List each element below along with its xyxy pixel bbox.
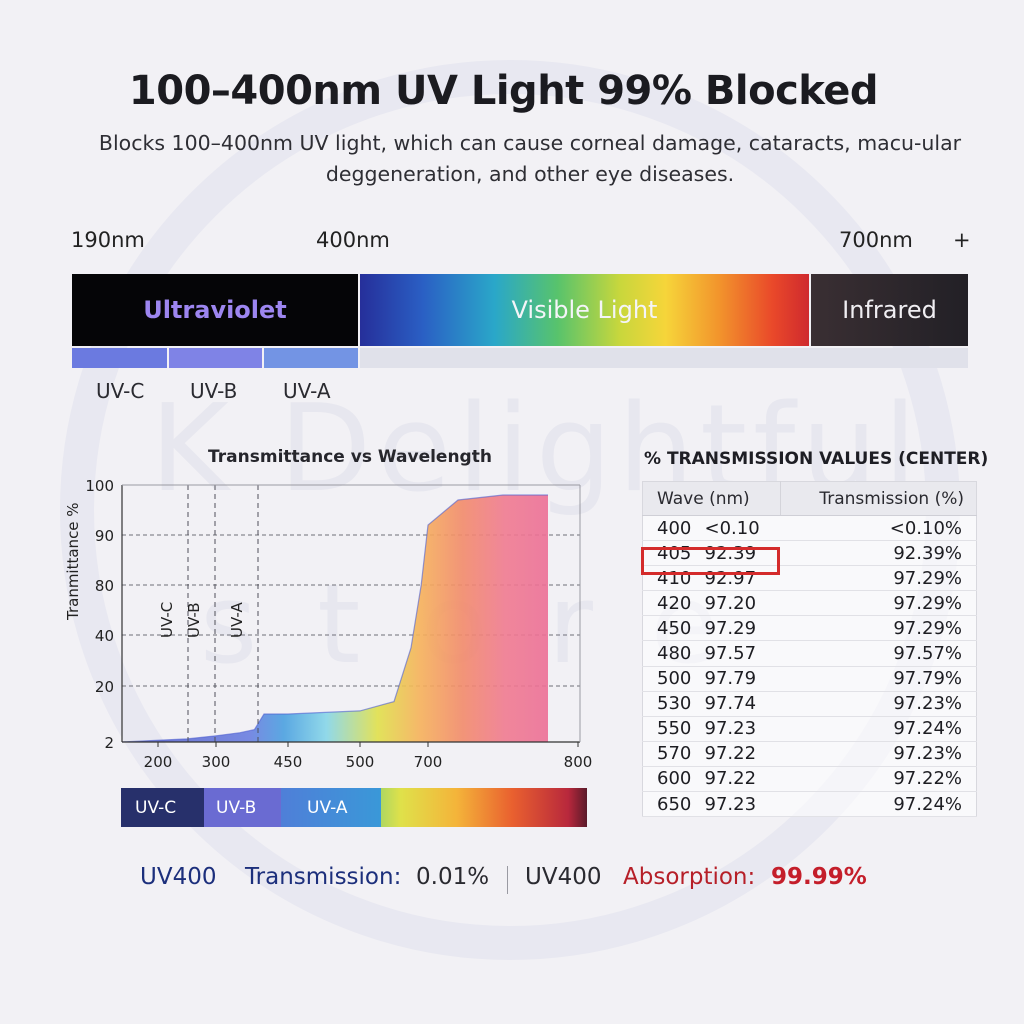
- table-cell-transmission: 97.24%: [780, 791, 977, 818]
- band-marker-label: UV-B: [185, 602, 203, 638]
- spectrum-segment-infrared: Infrared: [811, 274, 968, 346]
- table-cell-transmission: 97.29%: [780, 565, 977, 592]
- table-cell-wave: 400: [642, 515, 705, 542]
- table-row: 550 97.23 97.24%: [642, 716, 977, 742]
- table-cell-value: 97.20: [704, 590, 781, 617]
- y-tick-label: 2: [104, 734, 114, 752]
- color-band-uv-c: UV-C: [121, 788, 204, 827]
- table-row: 530 97.74 97.23%: [642, 691, 977, 717]
- footer-transmission-value: 0.01%: [416, 864, 490, 890]
- table-cell-value: 97.23: [704, 716, 781, 742]
- chart-title: Transmittance vs Wavelength: [208, 447, 492, 467]
- table-cell-transmission: 97.79%: [780, 666, 977, 692]
- table-row: 450 97.29 97.29%: [642, 615, 977, 642]
- table-row: 500 97.79 97.79%: [642, 666, 977, 692]
- table-cell-value: 97.22: [704, 741, 781, 767]
- table-cell-wave: 410: [642, 565, 705, 592]
- footer-divider: [507, 866, 508, 894]
- table-row: 570 97.22 97.23%: [642, 741, 977, 767]
- table-row: 600 97.22 97.22%: [642, 766, 977, 793]
- table-cell-wave: 530: [642, 691, 705, 717]
- table-title: % TRANSMISSION VALUES (CENTER): [644, 449, 989, 469]
- highlight-box: [641, 547, 780, 575]
- table-cell-wave: 600: [642, 766, 705, 793]
- table-cell-transmission: 97.23%: [780, 691, 977, 717]
- table-header-wave: Wave (nm): [642, 481, 781, 516]
- x-tick-label: 700: [414, 753, 443, 771]
- page-subtitle: Blocks 100–400nm UV light, which can cau…: [98, 131, 962, 186]
- scale-label-700: 700nm: [839, 228, 913, 252]
- subband-rest: [360, 348, 968, 368]
- y-tick-label: 80: [95, 577, 114, 595]
- table-row: 420 97.20 97.29%: [642, 590, 977, 617]
- x-tick-label: 800: [564, 753, 593, 771]
- table-header-row: Wave (nm) Transmission (%): [642, 481, 977, 516]
- uv-b-label: UV-B: [190, 379, 238, 403]
- footer-uv400-1: UV400: [140, 864, 217, 890]
- table-row: 650 97.23 97.24%: [642, 791, 977, 818]
- table-cell-value: 97.79: [704, 666, 781, 692]
- footer-absorption-value: 99.99%: [771, 864, 867, 890]
- table-cell-value: 97.23: [704, 791, 781, 818]
- subband-uv-b: [169, 348, 262, 368]
- spectrum-segment-visible: Visible Light: [360, 274, 809, 346]
- table-cell-wave: 550: [642, 716, 705, 742]
- uv-c-label: UV-C: [96, 379, 145, 403]
- footer-transmission-label: Transmission:: [245, 864, 402, 890]
- table-cell-value: <0.10: [704, 515, 781, 542]
- band-marker-label: UV-A: [228, 602, 246, 638]
- table-row: 400 <0.10 <0.10%: [642, 515, 977, 542]
- table-cell-value: 97.29: [704, 615, 781, 642]
- table-cell-value: 97.74: [704, 691, 781, 717]
- chart-y-axis-label: Tranmittance %: [64, 502, 82, 620]
- color-band-uv-b: UV-B: [204, 788, 281, 827]
- table-cell-wave: 420: [642, 590, 705, 617]
- table-cell-transmission: 97.29%: [780, 615, 977, 642]
- table-cell-wave: 450: [642, 615, 705, 642]
- footer-summary: UV400 Transmission: 0.01% UV400 Absorpti…: [0, 864, 1024, 898]
- table-cell-value: 97.22: [704, 766, 781, 793]
- chart-color-band: UV-C UV-B UV-A: [121, 788, 587, 827]
- x-tick-label: 500: [346, 753, 375, 771]
- table-cell-wave: 650: [642, 791, 705, 818]
- table-cell-transmission: 97.29%: [780, 590, 977, 617]
- footer-uv400-2: UV400: [525, 864, 602, 890]
- spectrum-bar: Ultraviolet Visible Light Infrared: [72, 274, 968, 346]
- scale-label-400: 400nm: [316, 228, 390, 252]
- footer-absorption-label: Absorption:: [623, 864, 756, 890]
- x-tick-label: 300: [202, 753, 231, 771]
- x-tick-label: 450: [274, 753, 303, 771]
- scale-label-190: 190nm: [71, 228, 145, 252]
- uv-a-label: UV-A: [283, 379, 331, 403]
- transmittance-area: [122, 495, 548, 742]
- color-band-uv-a: UV-A: [281, 788, 381, 827]
- table-cell-transmission: 97.23%: [780, 741, 977, 767]
- y-tick-label: 90: [95, 527, 114, 545]
- table-cell-transmission: 97.22%: [780, 766, 977, 793]
- table-cell-transmission: 97.57%: [780, 640, 977, 667]
- x-tick-label: 200: [144, 753, 173, 771]
- subband-uv-a: [264, 348, 358, 368]
- spectrum-segment-ultraviolet: Ultraviolet: [72, 274, 358, 346]
- table-cell-wave: 480: [642, 640, 705, 667]
- table-row: 410 92.97 97.29%: [642, 565, 977, 592]
- table-cell-wave: 500: [642, 666, 705, 692]
- transmission-table: Wave (nm) Transmission (%) 400 <0.10 <0.10…: [642, 481, 977, 818]
- table-cell-transmission: <0.10%: [780, 515, 977, 542]
- y-tick-label: 40: [95, 627, 114, 645]
- uv-subband-bar: [72, 348, 968, 368]
- page-title: 100–400nm UV Light 99% Blocked: [128, 68, 879, 114]
- table-cell-transmission: 92.39%: [780, 540, 977, 567]
- band-marker-label: UV-C: [158, 602, 176, 638]
- y-tick-label: 20: [95, 678, 114, 696]
- subband-uv-c: [72, 348, 167, 368]
- table-header-transmission: Transmission (%): [780, 481, 977, 516]
- scale-label-plus: +: [953, 228, 971, 252]
- table-cell-transmission: 97.24%: [780, 716, 977, 742]
- table-cell-wave: 570: [642, 741, 705, 767]
- y-tick-label: 100: [85, 477, 114, 495]
- transmittance-line: [121, 494, 548, 743]
- table-cell-value: 97.57: [704, 640, 781, 667]
- table-row: 480 97.57 97.57%: [642, 640, 977, 667]
